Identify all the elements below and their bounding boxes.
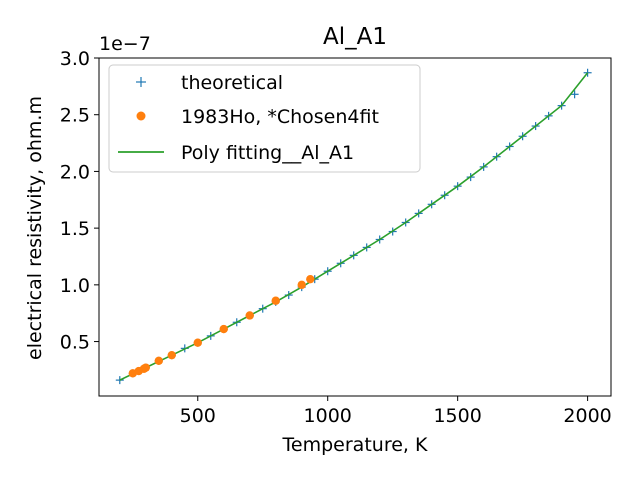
y-axis-label: electrical resistivity, ohm.m [24,96,46,360]
y-tick-label: 0.5 [60,332,90,354]
y-tick-label: 2.0 [60,161,90,183]
x-tick-label: 1000 [304,405,352,427]
measured-point [219,324,228,334]
legend-label: 1983Ho, *Chosen4fit [181,106,379,128]
y-tick-label: 1.5 [60,218,90,240]
theoretical-point [115,376,124,385]
x-tick-label: 500 [180,405,216,427]
legend-label: theoretical [181,72,283,94]
legend-label: Poly fitting__Al_A1 [181,142,354,164]
measured-point [167,350,176,360]
legend-entry: Poly fitting__Al_A1 [118,142,354,164]
x-axis-label: Temperature, K [282,434,428,456]
theoretical-point [570,90,579,99]
legend-entry: theoretical [136,72,283,94]
legend: theoretical 1983Ho, *Chosen4fit Poly fitti… [108,64,421,173]
x-tick-label: 1500 [433,405,481,427]
y-tick-label: 1.0 [60,275,90,297]
x-tick-label: 2000 [563,405,611,427]
plot-content [115,68,592,385]
measured-point [306,274,315,284]
legend-entry: 1983Ho, *Chosen4fit [136,106,379,128]
measured-point [154,356,163,366]
measured-point [271,296,280,305]
legend-marker-dot [136,111,146,121]
plot-frame [98,57,612,397]
legend-box [108,64,421,173]
y-axis: 0.5 1.0 1.5 2.0 2.5 3.0 [60,48,99,354]
x-axis: 500 1000 1500 2000 [180,396,612,427]
measured-point [193,338,202,347]
y-tick-label: 3.0 [60,48,90,70]
chart-title: Al_A1 [323,24,387,50]
measured-point [245,311,254,320]
measured-point [141,363,150,372]
legend-entries: theoretical 1983Ho, *Chosen4fit Poly fitti… [118,72,379,164]
measured-point [297,280,306,290]
y-tick-label: 2.5 [60,105,90,127]
y-offset-text: 1e−7 [99,33,151,55]
